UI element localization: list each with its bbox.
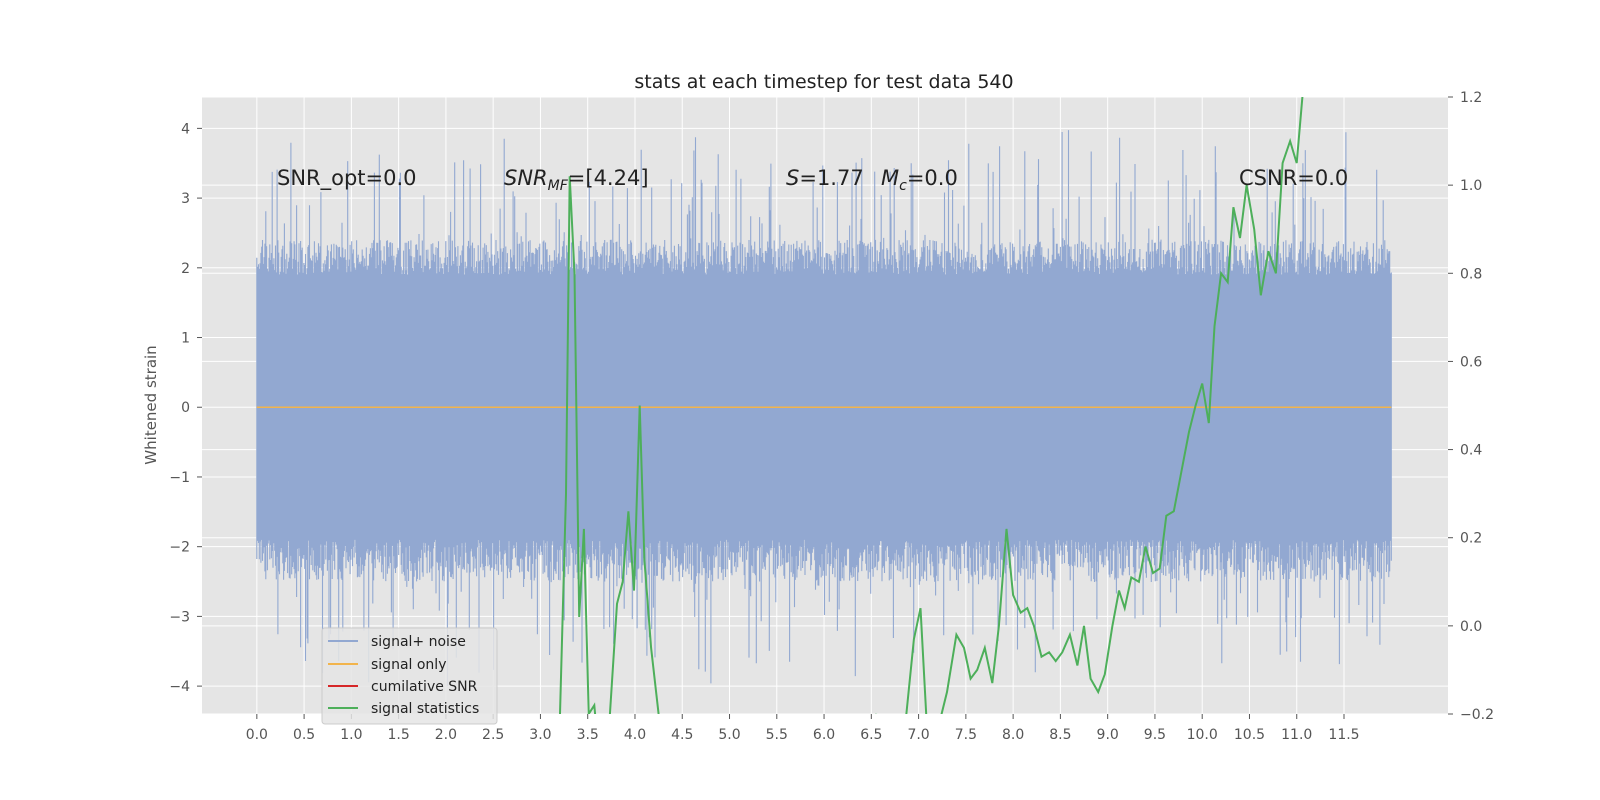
x-tick-label: 8.5 — [1049, 727, 1071, 743]
x-tick-label: 3.0 — [529, 727, 551, 743]
x-tick-label: 7.5 — [955, 727, 977, 743]
y2-axis-ticks: −0.2 0.0 0.2 0.4 0.6 0.8 1.0 1.2 — [1448, 90, 1494, 723]
legend-label-signal-noise: signal+ noise — [371, 634, 466, 650]
x-tick-label: 9.5 — [1144, 727, 1166, 743]
x-tick-label: 9.0 — [1097, 727, 1119, 743]
annotation-mc-value: =0.0 — [907, 166, 958, 190]
x-tick-label: 7.0 — [907, 727, 929, 743]
x-tick-label: 10.0 — [1187, 727, 1218, 743]
x-tick-label: 10.5 — [1234, 727, 1265, 743]
x-axis-ticks: 0.0 0.5 1.0 1.5 2.0 2.5 3.0 3.5 4.0 4.5 5.0 5.5 6.0 6… — [246, 714, 1360, 743]
annotation-s-symbol: S — [786, 166, 799, 190]
annotation-snr-mf-main: SNR — [504, 166, 548, 190]
y-tick-label: −3 — [169, 609, 190, 625]
x-tick-label: 6.0 — [813, 727, 835, 743]
y2-tick-label: 0.2 — [1460, 531, 1482, 547]
y2-tick-label: 0.0 — [1460, 619, 1482, 635]
y2-tick-label: 1.0 — [1460, 178, 1482, 194]
legend: signal+ noise signal only cumilative SNR… — [321, 627, 498, 725]
y-axis-label: Whitened strain — [142, 345, 160, 464]
y-tick-label: 3 — [181, 191, 190, 207]
x-tick-label: 2.5 — [482, 727, 504, 743]
signal-statistics-line — [558, 97, 1304, 714]
x-tick-label: 2.0 — [435, 727, 457, 743]
annotation-snr-mf-sub: MF — [548, 178, 569, 194]
x-tick-label: 5.0 — [718, 727, 740, 743]
annotation-snr-mf: SNRMF=[4.24] — [504, 166, 649, 194]
x-tick-label: 1.0 — [340, 727, 362, 743]
legend-label-cumulative-snr: cumilative SNR — [371, 679, 478, 695]
y-tick-label: 1 — [181, 331, 190, 347]
annotation-snr-mf-value: =[4.24] — [568, 166, 649, 190]
annotation-mc-sub: c — [899, 178, 907, 194]
annotation-mc: Mc=0.0 — [881, 166, 958, 194]
legend-label-signal-statistics: signal statistics — [371, 701, 479, 717]
noise-spikes — [256, 130, 1392, 687]
x-tick-label: 11.0 — [1281, 727, 1312, 743]
annotation-mc-main: M — [881, 166, 899, 190]
x-tick-label: 0.0 — [246, 727, 268, 743]
line-series — [256, 97, 1392, 714]
y2-tick-label: 0.8 — [1460, 266, 1482, 282]
legend-label-signal-only: signal only — [371, 657, 446, 673]
y2-tick-label: 0.4 — [1460, 443, 1482, 459]
x-tick-label: 1.5 — [388, 727, 410, 743]
y2-tick-label: 1.2 — [1460, 90, 1482, 106]
x-tick-label: 5.5 — [766, 727, 788, 743]
annotation-snr-opt: SNR_opt=0.0 — [277, 166, 417, 191]
y-tick-label: −4 — [169, 679, 190, 695]
annotation-csnr: CSNR=0.0 — [1239, 166, 1348, 190]
y-axis-ticks: −4 −3 −2 −1 0 1 2 3 4 — [169, 121, 202, 695]
x-tick-label: 8.0 — [1002, 727, 1024, 743]
x-tick-label: 0.5 — [293, 727, 315, 743]
chart-title: stats at each timestep for test data 540 — [634, 71, 1013, 93]
y-tick-label: 4 — [181, 121, 190, 137]
annotation-s-value: =1.77 — [799, 166, 863, 190]
x-tick-label: 6.5 — [860, 727, 882, 743]
y-tick-label: −2 — [169, 540, 190, 556]
x-tick-label: 3.5 — [577, 727, 599, 743]
y-tick-label: 0 — [181, 400, 190, 416]
annotation-layer: SNR_opt=0.0 SNRMF=[4.24] S=1.77 Mc=0.0 C… — [277, 166, 1348, 194]
x-tick-label: 4.5 — [671, 727, 693, 743]
annotation-s: S=1.77 — [786, 166, 864, 190]
y2-tick-label: 0.6 — [1460, 354, 1482, 370]
x-tick-label: 4.0 — [624, 727, 646, 743]
legend-box — [321, 627, 498, 725]
x-tick-label: 11.5 — [1328, 727, 1359, 743]
y-tick-label: 2 — [181, 261, 190, 277]
y2-tick-label: −0.2 — [1460, 707, 1494, 723]
y-tick-label: −1 — [169, 470, 190, 486]
